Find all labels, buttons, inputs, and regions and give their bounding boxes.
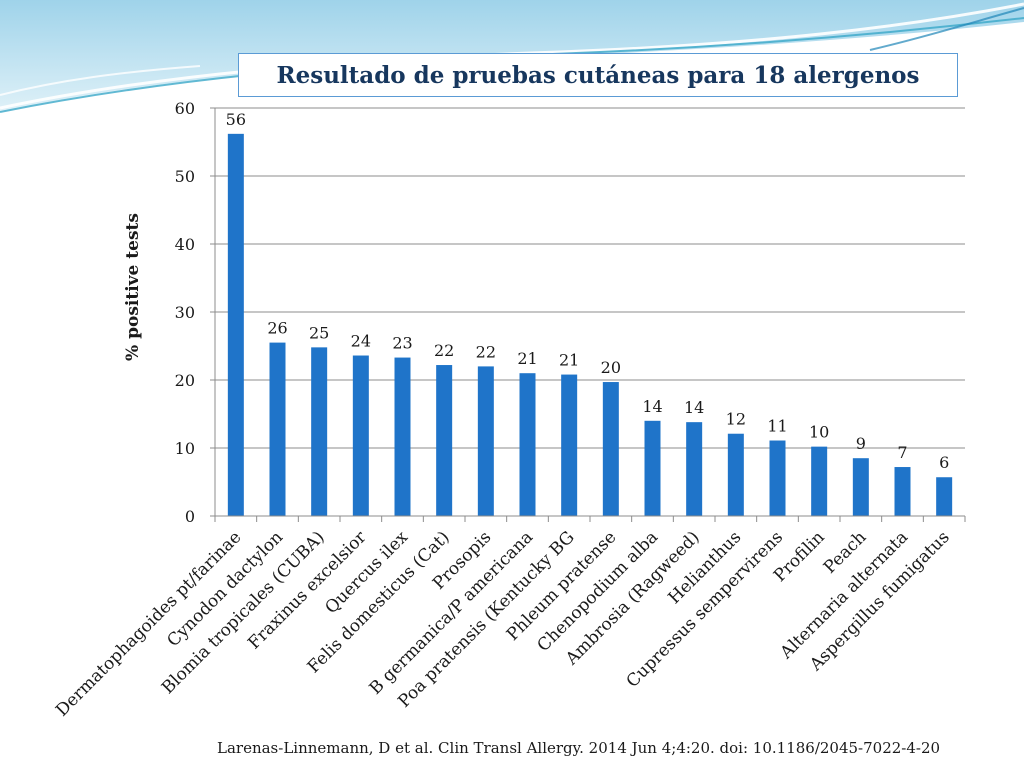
data-label: 10 (809, 423, 829, 442)
bar (811, 446, 828, 516)
citation: Larenas-Linnemann, D et al. Clin Transl … (217, 739, 941, 757)
grid-lines (215, 107, 965, 449)
header-swoosh-right (869, 7, 1024, 51)
y-axis-label: % positive tests (123, 213, 143, 361)
data-label: 7 (897, 443, 907, 462)
bar (477, 366, 494, 516)
bar (852, 458, 869, 516)
bar (894, 467, 911, 516)
bar (436, 365, 453, 516)
category-label: Blomia tropicales (CUBA) (158, 527, 329, 698)
data-label: 25 (309, 323, 329, 342)
data-label: 21 (517, 349, 537, 368)
data-label: 14 (642, 397, 662, 416)
data-label: 21 (559, 351, 579, 370)
axes (210, 107, 966, 522)
data-label: 24 (351, 332, 371, 351)
bar (227, 133, 244, 516)
bar (602, 382, 619, 516)
bar (394, 357, 411, 516)
category-label: Dermatophagoides pt/farinae (52, 527, 245, 720)
header-swoosh-left (0, 65, 201, 96)
bars (227, 133, 953, 516)
bar (311, 347, 328, 516)
bar (936, 477, 953, 516)
data-label: 22 (476, 342, 496, 361)
slide-title: Resultado de pruebas cutáneas para 18 al… (276, 61, 920, 89)
data-label: 11 (767, 417, 787, 436)
data-label: 23 (392, 334, 412, 353)
bar (352, 355, 369, 516)
slide-title-box: Resultado de pruebas cutáneas para 18 al… (238, 53, 958, 97)
data-label: 14 (684, 398, 704, 417)
y-tick-label: 30 (175, 303, 195, 322)
bar (686, 422, 703, 516)
bar (769, 440, 786, 516)
labels: 0 10 20 30 40 50 60 56 Dermatophagoides pt/farin… (52, 99, 954, 721)
y-tick-label: 0 (185, 507, 195, 526)
y-tick-label: 50 (175, 167, 195, 186)
data-label: 26 (267, 319, 287, 338)
bar (269, 342, 286, 516)
bar (727, 433, 744, 516)
header-swoosh-light (0, 2, 1024, 110)
bar (519, 373, 536, 516)
y-tick-label: 60 (175, 99, 195, 118)
y-tick-label: 40 (175, 235, 195, 254)
data-label: 9 (856, 434, 866, 453)
data-label: 20 (601, 358, 621, 377)
data-label: 12 (726, 410, 746, 429)
y-tick-label: 20 (175, 371, 195, 390)
bar (561, 374, 578, 516)
bar (644, 420, 661, 516)
data-label: 6 (939, 453, 949, 472)
data-label: 22 (434, 341, 454, 360)
data-label: 56 (226, 110, 246, 129)
header-swoosh-teal (0, 17, 1024, 113)
y-tick-label: 10 (175, 439, 195, 458)
